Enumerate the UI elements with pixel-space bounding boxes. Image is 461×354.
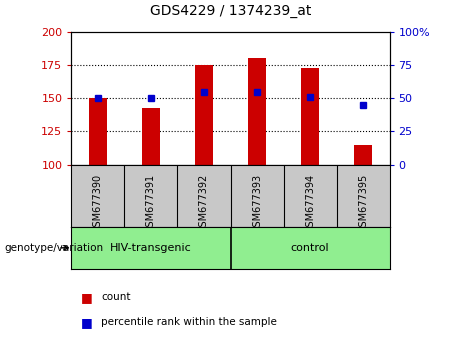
Text: ■: ■	[81, 316, 92, 329]
Text: control: control	[291, 243, 329, 253]
Text: ■: ■	[81, 291, 92, 304]
Bar	[89, 98, 107, 165]
Text: GSM677392: GSM677392	[199, 174, 209, 233]
Text: genotype/variation: genotype/variation	[5, 243, 104, 253]
Text: percentile rank within the sample: percentile rank within the sample	[101, 317, 278, 327]
Text: GSM677390: GSM677390	[93, 174, 103, 233]
Bar	[195, 65, 213, 165]
Bar	[248, 58, 266, 165]
Bar	[301, 68, 319, 165]
Bar	[142, 108, 160, 165]
Bar	[354, 145, 372, 165]
Text: GDS4229 / 1374239_at: GDS4229 / 1374239_at	[150, 4, 311, 18]
Text: HIV-transgenic: HIV-transgenic	[110, 243, 192, 253]
Text: count: count	[101, 292, 131, 302]
Text: GSM677391: GSM677391	[146, 174, 156, 233]
Text: GSM677393: GSM677393	[252, 174, 262, 233]
Text: GSM677394: GSM677394	[305, 174, 315, 233]
Text: GSM677395: GSM677395	[358, 174, 368, 233]
